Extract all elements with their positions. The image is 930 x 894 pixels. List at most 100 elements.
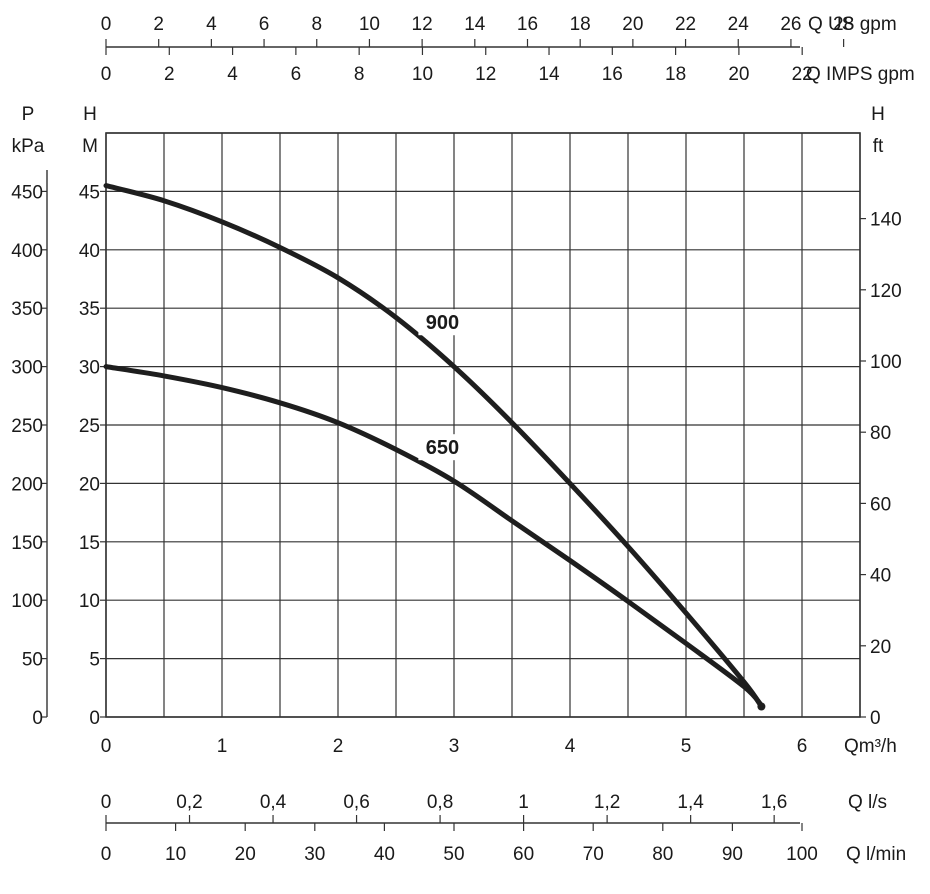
- tick-label-m3h: 1: [217, 736, 228, 757]
- tick-label-imps-gpm: 12: [475, 64, 496, 85]
- tick-label-us-gpm: 10: [359, 14, 380, 35]
- axes: [41, 39, 866, 831]
- tick-label-ls: 0,8: [427, 792, 453, 813]
- tick-label-ls: 0,6: [343, 792, 369, 813]
- tick-label-lmin: 80: [652, 844, 673, 865]
- curve-label-bg-900: [418, 309, 467, 336]
- tick-label-m3h: 5: [681, 736, 692, 757]
- tick-label-head-ft: 80: [870, 423, 891, 444]
- tick-label-us-gpm: 6: [259, 14, 270, 35]
- tick-label-imps-gpm: 10: [412, 64, 433, 85]
- curve-label-650: 650: [426, 437, 459, 459]
- tick-label-pressure: 50: [22, 650, 43, 671]
- tick-label-us-gpm: 26: [780, 14, 801, 35]
- tick-label-head-ft: 140: [870, 210, 902, 231]
- tick-label-pressure: 450: [11, 182, 43, 203]
- tick-label-lmin: 60: [513, 844, 534, 865]
- tick-label-head-m: 25: [79, 416, 100, 437]
- unit-head-ft-symbol: H: [871, 104, 885, 125]
- unit-pressure-symbol: P: [22, 104, 35, 125]
- tick-label-head-ft: 100: [870, 352, 902, 373]
- tick-label-us-gpm: 12: [412, 14, 433, 35]
- tick-label-head-m: 10: [79, 591, 100, 612]
- grid: [105, 132, 861, 718]
- tick-label-head-m: 45: [79, 182, 100, 203]
- tick-label-ls: 1,2: [594, 792, 620, 813]
- tick-label-head-m: 0: [89, 708, 100, 729]
- tick-label-imps-gpm: 16: [602, 64, 623, 85]
- unit-imps-gpm: Q IMPS gpm: [806, 64, 915, 85]
- tick-label-head-m: 30: [79, 358, 100, 379]
- tick-label-us-gpm: 2: [153, 14, 164, 35]
- unit-head-ft-unit: ft: [873, 136, 884, 157]
- tick-label-head-ft: 20: [870, 637, 891, 658]
- tick-label-us-gpm: 4: [206, 14, 217, 35]
- tick-label-us-gpm: 24: [728, 14, 750, 35]
- tick-label-lmin: 0: [101, 844, 112, 865]
- tick-label-us-gpm: 14: [464, 14, 486, 35]
- unit-ls: Q l/s: [848, 792, 887, 813]
- unit-head-m-unit: M: [82, 136, 98, 157]
- curve-label-bg-650: [418, 434, 467, 461]
- tick-label-imps-gpm: 4: [227, 64, 238, 85]
- tick-label-m3h: 4: [565, 736, 576, 757]
- tick-label-ls: 1,4: [677, 792, 704, 813]
- tick-label-imps-gpm: 20: [728, 64, 749, 85]
- tick-label-pressure: 300: [11, 358, 43, 379]
- tick-label-imps-gpm: 18: [665, 64, 686, 85]
- tick-label-us-gpm: 8: [311, 14, 322, 35]
- tick-label-imps-gpm: 2: [164, 64, 175, 85]
- tick-label-lmin: 30: [304, 844, 325, 865]
- tick-label-pressure: 250: [11, 416, 43, 437]
- tick-label-head-ft: 120: [870, 281, 902, 302]
- tick-label-imps-gpm: 8: [354, 64, 365, 85]
- tick-label-us-gpm: 28: [833, 14, 854, 35]
- tick-label-ls: 0,2: [176, 792, 202, 813]
- tick-label-ls: 0,4: [260, 792, 287, 813]
- tick-label-lmin: 20: [235, 844, 256, 865]
- tick-label-lmin: 40: [374, 844, 395, 865]
- unit-lmin: Q l/min: [846, 844, 906, 865]
- tick-label-pressure: 350: [11, 299, 43, 320]
- unit-m3h: Qm³/h: [844, 736, 897, 757]
- unit-us-gpm: Q US gpm: [808, 14, 897, 35]
- tick-label-m3h: 2: [333, 736, 344, 757]
- tick-label-head-ft: 0: [870, 708, 881, 729]
- tick-label-ls: 1,6: [761, 792, 787, 813]
- tick-label-us-gpm: 22: [675, 14, 696, 35]
- curve-label-900: 900: [426, 312, 459, 334]
- tick-label-imps-gpm: 0: [101, 64, 112, 85]
- tick-label-head-ft: 60: [870, 494, 891, 515]
- tick-label-pressure: 200: [11, 474, 43, 495]
- labels: 051015202530354045HM05010015020025030035…: [11, 14, 914, 865]
- curve-900: [103, 183, 764, 709]
- tick-label-imps-gpm: 14: [538, 64, 560, 85]
- unit-pressure-unit: kPa: [12, 136, 45, 157]
- tick-label-pressure: 150: [11, 533, 43, 554]
- tick-label-ls: 1: [518, 792, 529, 813]
- tick-label-head-m: 35: [79, 299, 100, 320]
- tick-label-lmin: 100: [786, 844, 818, 865]
- tick-label-ls: 0: [101, 792, 112, 813]
- tick-label-head-m: 20: [79, 474, 100, 495]
- tick-label-us-gpm: 16: [517, 14, 538, 35]
- tick-label-head-m: 40: [79, 241, 100, 262]
- curves: [103, 183, 766, 711]
- tick-label-lmin: 10: [165, 844, 186, 865]
- tick-label-us-gpm: 20: [622, 14, 643, 35]
- unit-head-m-symbol: H: [83, 104, 97, 125]
- tick-label-m3h: 6: [797, 736, 808, 757]
- tick-label-imps-gpm: 6: [291, 64, 302, 85]
- tick-label-pressure: 100: [11, 591, 43, 612]
- tick-label-lmin: 90: [722, 844, 743, 865]
- tick-label-head-ft: 40: [870, 566, 891, 587]
- curve-end-point: [757, 702, 766, 711]
- tick-label-pressure: 400: [11, 241, 43, 262]
- tick-label-head-m: 5: [89, 650, 100, 671]
- tick-label-lmin: 70: [583, 844, 604, 865]
- tick-label-pressure: 0: [32, 708, 43, 729]
- tick-label-m3h: 0: [101, 736, 112, 757]
- tick-label-us-gpm: 18: [570, 14, 591, 35]
- tick-label-head-m: 15: [79, 533, 100, 554]
